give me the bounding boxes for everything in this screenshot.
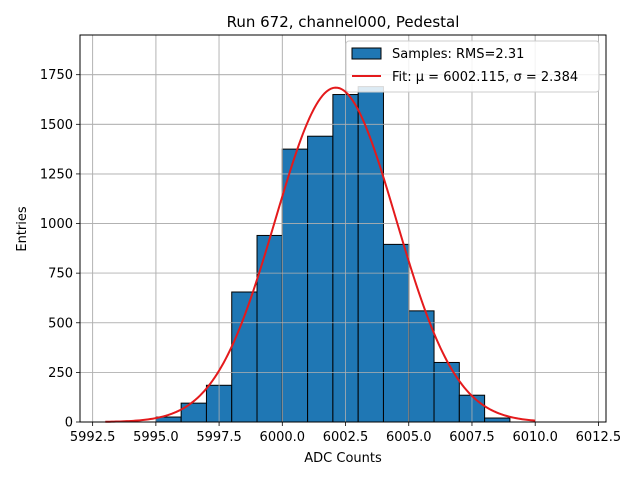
histogram-bar xyxy=(408,310,435,423)
x-tick-label: 5995.0 xyxy=(133,430,179,445)
y-tick-label: 750 xyxy=(48,267,73,282)
legend-box xyxy=(345,40,600,93)
y-tick-label: 0 xyxy=(65,416,73,431)
y-tick-label: 500 xyxy=(48,316,73,331)
x-tick-label: 6012.5 xyxy=(576,430,622,445)
chart-title: Run 672, channel000, Pedestal xyxy=(227,13,460,31)
histogram-bar xyxy=(231,291,258,423)
y-tick-label: 1500 xyxy=(40,118,73,133)
legend-label-fit: Fit: μ = 6002.115, σ = 2.384 xyxy=(392,70,578,85)
y-tick-label: 250 xyxy=(48,366,73,381)
legend-swatch-samples xyxy=(351,47,382,60)
x-tick-label: 6010.0 xyxy=(512,430,558,445)
y-tick-label: 1250 xyxy=(40,167,73,182)
histogram-bar xyxy=(180,402,207,423)
fit-curve xyxy=(105,86,536,423)
histogram-bar xyxy=(281,148,309,423)
histogram-bars xyxy=(80,35,606,423)
histogram-bar xyxy=(382,243,410,423)
plot-frame xyxy=(79,34,607,423)
x-tick-label: 6005.0 xyxy=(386,430,432,445)
x-tick-label: 6000.0 xyxy=(260,430,306,445)
legend: Samples: RMS=2.31 Fit: μ = 6002.115, σ =… xyxy=(345,40,600,93)
histogram-bar xyxy=(484,417,511,423)
fit-curve-group xyxy=(105,86,536,423)
x-tick-label: 5997.5 xyxy=(196,430,242,445)
y-axis-ticks: 0 250 500 750 1000 1250 1500 1750 xyxy=(40,68,80,431)
legend-fit-sigma: σ = 2.384 xyxy=(514,70,579,85)
legend-fit-mu: μ = 6002.115, xyxy=(416,70,514,85)
x-tick-label: 6007.5 xyxy=(449,430,495,445)
histogram-bar xyxy=(256,234,283,423)
x-axis-label: ADC Counts xyxy=(304,451,382,466)
x-axis-ticks: 5992.5 5995.0 5997.5 6000.0 6002.5 6005.0 6007… xyxy=(70,422,621,445)
histogram-bar xyxy=(307,135,334,423)
y-tick-label: 1000 xyxy=(40,217,73,232)
histogram-bar xyxy=(433,361,460,423)
y-axis-label: Entries xyxy=(15,206,30,252)
legend-fit-prefix: Fit: xyxy=(392,70,416,85)
x-tick-label: 5992.5 xyxy=(70,430,116,445)
legend-label-samples: Samples: RMS=2.31 xyxy=(392,47,524,62)
y-tick-label: 1750 xyxy=(40,68,73,83)
x-tick-label: 6002.5 xyxy=(323,430,369,445)
